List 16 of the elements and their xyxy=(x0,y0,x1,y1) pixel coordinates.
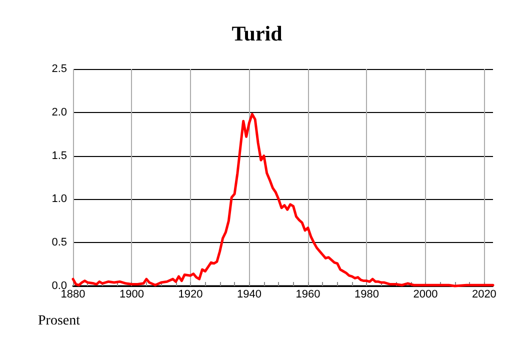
x-tick-label: 2020 xyxy=(472,288,496,300)
x-tick-label: 1900 xyxy=(120,288,144,300)
y-tick-label: 2.0 xyxy=(52,106,67,118)
line-series xyxy=(72,112,494,288)
y-tick-label: 2.5 xyxy=(52,63,67,75)
x-tick-label: 1980 xyxy=(354,288,379,300)
x-tick-label: 1920 xyxy=(178,288,203,300)
y-tick-label: 0.5 xyxy=(52,236,67,249)
y-axis-title: Prosent xyxy=(38,314,80,328)
y-tick-label: 1.0 xyxy=(52,193,67,206)
x-tick-label: 1880 xyxy=(60,288,86,300)
x-tick-label: 2000 xyxy=(413,288,438,300)
x-tick-label: 1960 xyxy=(296,288,320,300)
y-tick-label: 1.5 xyxy=(52,150,67,162)
x-tick-label: 1940 xyxy=(236,288,262,300)
chart-title: Turid xyxy=(232,22,283,46)
